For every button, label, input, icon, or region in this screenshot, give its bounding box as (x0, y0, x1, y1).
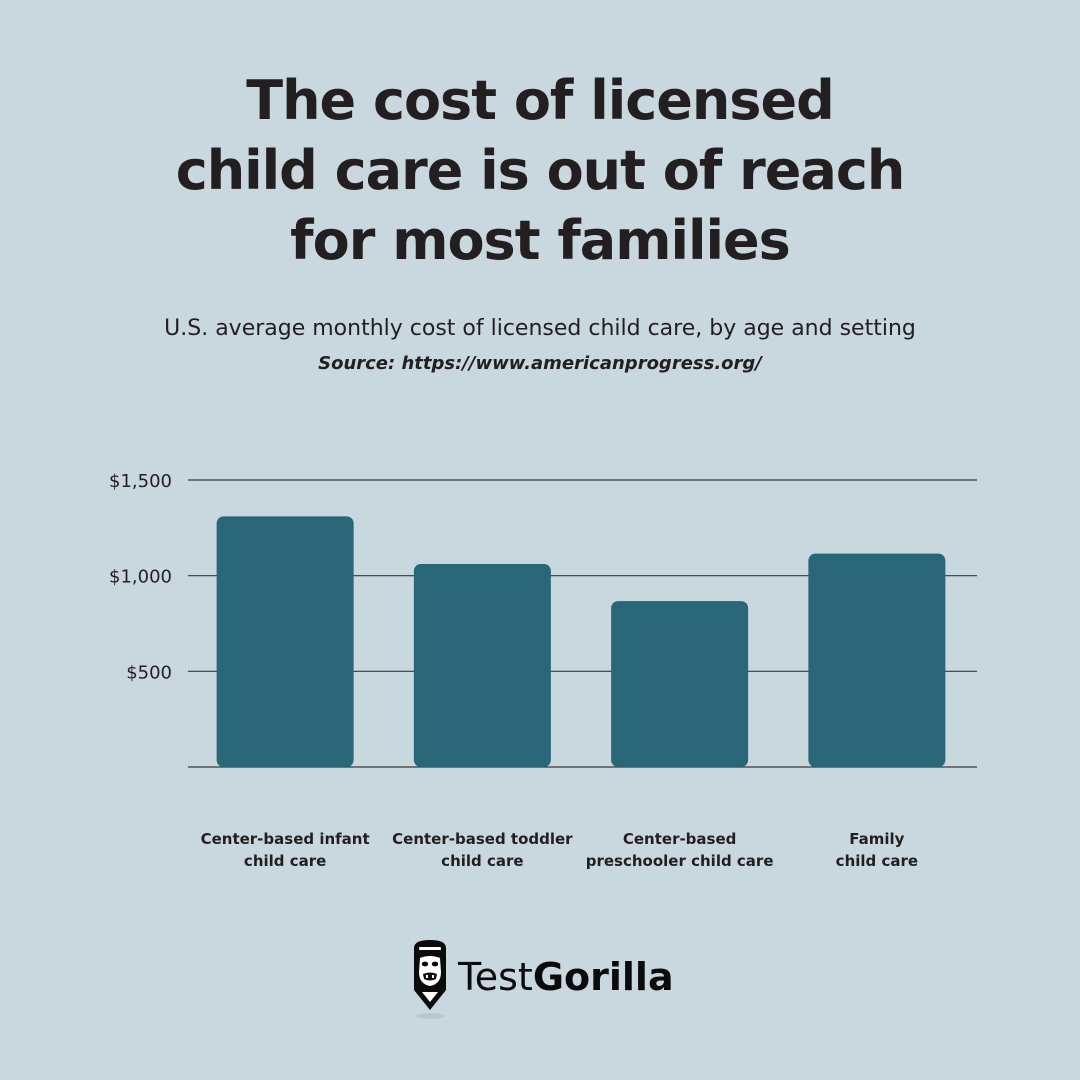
y-tick-label: $500 (126, 662, 172, 683)
x-tick-label: Family child care (836, 830, 918, 870)
logo-wordmark: TestGorilla (458, 953, 674, 1001)
bars (216, 516, 946, 767)
logo-word-gorilla: Gorilla (532, 955, 674, 999)
title-line: child care is out of reach (175, 139, 906, 202)
bar (413, 563, 551, 767)
bar (216, 516, 354, 767)
logo-word-test: Test (458, 955, 533, 999)
x-tick-label: Center-based infant child care (201, 830, 370, 870)
page-title: The cost of licensed child care is out o… (90, 66, 990, 276)
bar (611, 601, 749, 767)
bar (808, 553, 946, 767)
x-tick-label: Center-based toddler child care (392, 830, 573, 870)
chart-subtitle: U.S. average monthly cost of licensed ch… (164, 316, 916, 341)
x-tick-label: Center-based preschooler child care (586, 830, 774, 870)
title-line: for most families (290, 209, 791, 272)
y-tick-label: $1,500 (109, 471, 172, 492)
y-tick-label: $1,000 (109, 567, 172, 588)
testgorilla-logo: TestGorilla (408, 938, 678, 1022)
x-axis-labels: Center-based infant child care Center-base… (201, 830, 918, 870)
y-axis-ticks: $500 $1,000 $1,500 (109, 471, 172, 683)
title-line: The cost of licensed (246, 69, 834, 132)
gorilla-icon (414, 940, 446, 1019)
chart-source: Source: https://www.americanprogress.org… (318, 353, 762, 374)
